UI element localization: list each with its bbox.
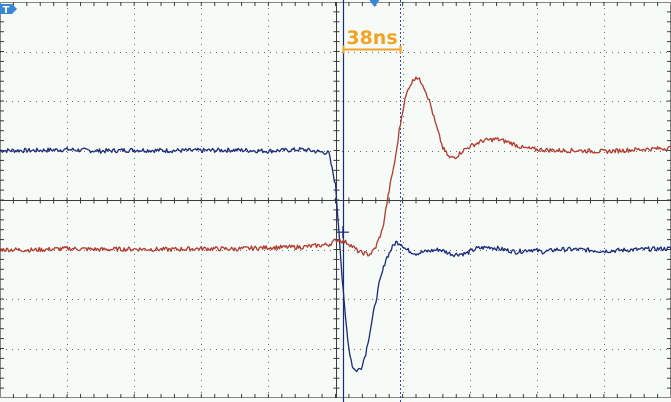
waveform-traces (0, 76, 671, 373)
ch2-trace (0, 76, 671, 257)
measurement-label: 38ns (346, 27, 397, 49)
delta-time-measurement: 38ns (342, 27, 402, 54)
time-cursors[interactable] (342, 0, 401, 402)
trigger-level-icon[interactable] (0, 4, 17, 14)
ch1-trace (0, 146, 671, 373)
trigger-position-icon[interactable] (369, 0, 380, 7)
trigger-letter: T (3, 5, 10, 16)
markers: T (0, 0, 380, 239)
